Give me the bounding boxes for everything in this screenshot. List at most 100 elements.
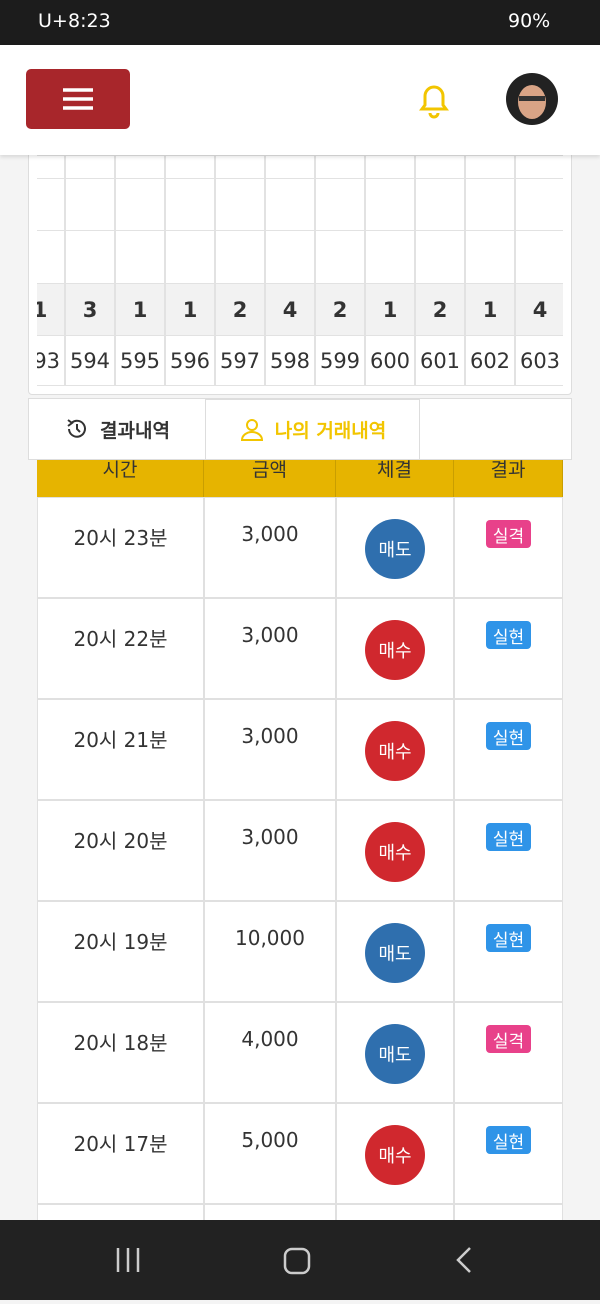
- round-cell: 600: [365, 335, 415, 386]
- trade-type: 매도: [365, 519, 425, 579]
- grid-cell: [65, 230, 115, 284]
- grid-cell: [65, 178, 115, 231]
- trade-type: 매도: [365, 1024, 425, 1084]
- table-cell: 4,000: [204, 1002, 336, 1103]
- result-badge: 실격: [485, 1025, 532, 1053]
- grid-cell: [415, 230, 465, 284]
- avatar[interactable]: [505, 72, 559, 126]
- grid-cell: [165, 178, 215, 231]
- table-cell: 20시 18분: [37, 1002, 204, 1103]
- table-cell: 3,000: [204, 699, 336, 800]
- round-cell: 601: [415, 335, 465, 386]
- count-cell: 2: [315, 283, 365, 336]
- count-cell: 3: [65, 283, 115, 336]
- table-cell: 매수: [336, 598, 454, 699]
- result-badge: 실현: [485, 924, 532, 952]
- menu-icon: [63, 88, 93, 110]
- table-cell: 실현: [454, 800, 563, 901]
- table-cell: 20시 19분: [37, 901, 204, 1002]
- menu-button[interactable]: [26, 69, 130, 129]
- user-icon: [240, 418, 263, 441]
- grid-cell: [115, 155, 165, 179]
- table-cell: 10,000: [204, 901, 336, 1002]
- table-cell: 매수: [336, 699, 454, 800]
- table-cell: 실현: [454, 699, 563, 800]
- count-cell: 2: [215, 283, 265, 336]
- grid-cell: [515, 230, 563, 284]
- grid-cell: [65, 155, 115, 179]
- count-cell: 1: [365, 283, 415, 336]
- table-cell: 20시 17분: [37, 1103, 204, 1204]
- table-cell: 실격: [454, 1002, 563, 1103]
- tab-bar: 결과내역 나의 거래내역: [28, 398, 572, 460]
- grid-cell: [515, 155, 563, 179]
- table-cell: 실현: [454, 598, 563, 699]
- table-cell: 매도: [336, 1002, 454, 1103]
- grid-cell: [465, 155, 515, 179]
- grid-cell: [37, 155, 65, 179]
- round-cell: 595: [115, 335, 165, 386]
- count-cell: 1: [465, 283, 515, 336]
- result-badge: 실현: [485, 1126, 532, 1154]
- grid-cell: [265, 230, 315, 284]
- grid-cell: [115, 178, 165, 231]
- table-cell: 매수: [336, 800, 454, 901]
- header: [0, 45, 600, 155]
- grid-cell: [215, 178, 265, 231]
- history-icon: [67, 419, 87, 438]
- table-cell: 3,000: [204, 598, 336, 699]
- column-header: 결과: [454, 460, 563, 497]
- grid-cell: [37, 178, 65, 231]
- grid-cell: [365, 155, 415, 179]
- round-cell: 598: [265, 335, 315, 386]
- round-cell: 597: [215, 335, 265, 386]
- trade-type: 매도: [365, 923, 425, 983]
- round-cell: 602: [465, 335, 515, 386]
- tab-label: 나의 거래내역: [274, 420, 387, 442]
- result-badge: 실현: [485, 722, 532, 750]
- table-cell: 매도: [336, 497, 454, 598]
- table-cell: 실현: [454, 1103, 563, 1204]
- trade-type: 매수: [365, 620, 425, 680]
- tab-my-trades[interactable]: 나의 거래내역: [205, 399, 420, 459]
- trade-type: 매수: [365, 1125, 425, 1185]
- table-cell: [204, 1204, 336, 1220]
- bell-icon[interactable]: [414, 81, 454, 121]
- tab-label: 결과내역: [100, 419, 170, 442]
- grid-cell: [315, 230, 365, 284]
- table-cell: 매수: [336, 1103, 454, 1204]
- grid-cell: [365, 230, 415, 284]
- table-cell: [336, 1204, 454, 1220]
- round-cell: 593: [37, 335, 65, 386]
- grid-cell: [315, 178, 365, 231]
- round-cell: 596: [165, 335, 215, 386]
- count-cell: 1: [165, 283, 215, 336]
- grid-cell: [415, 178, 465, 231]
- table-cell: 3,000: [204, 497, 336, 598]
- trade-table: 시간 금액 체결 결과 20시 23분 3,000 매도 실격 20시 22분 3,000 매수 실현…: [37, 460, 563, 1220]
- trade-type: 매수: [365, 721, 425, 781]
- result-badge: 실현: [485, 621, 532, 649]
- count-cell: 1: [37, 283, 65, 336]
- grid-cell: [165, 155, 215, 179]
- grid-cell: [265, 178, 315, 231]
- round-grid: 1593359415951596259745982599160026011602…: [37, 155, 563, 387]
- table-cell: 실현: [454, 901, 563, 1002]
- table-cell: [37, 1204, 204, 1220]
- clock: 8:23: [68, 10, 111, 32]
- round-cell: 599: [315, 335, 365, 386]
- tab-results[interactable]: 결과내역: [29, 399, 205, 459]
- table-cell: 3,000: [204, 800, 336, 901]
- grid-cell: [515, 178, 563, 231]
- round-cell: 603: [515, 335, 563, 386]
- table-cell: 20시 22분: [37, 598, 204, 699]
- grid-cell: [265, 155, 315, 179]
- grid-cell: [115, 230, 165, 284]
- carrier: U+: [38, 10, 68, 32]
- column-header: 금액: [204, 460, 336, 497]
- count-cell: 1: [115, 283, 165, 336]
- table-cell: 20시 20분: [37, 800, 204, 901]
- status-bar: U+ 8:23 90%: [0, 0, 600, 45]
- count-cell: 2: [415, 283, 465, 336]
- grid-cell: [365, 178, 415, 231]
